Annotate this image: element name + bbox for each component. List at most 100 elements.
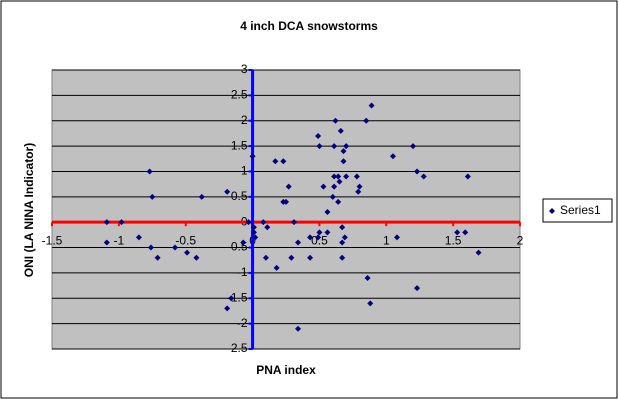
data-point xyxy=(343,143,350,150)
x-tick-label: 0.5 xyxy=(311,233,328,247)
data-point xyxy=(329,193,336,200)
data-point xyxy=(414,285,421,292)
data-point xyxy=(198,193,205,200)
data-point xyxy=(154,254,161,261)
data-point xyxy=(393,234,400,241)
data-point xyxy=(280,158,287,165)
y-tick-label: 0.5 xyxy=(231,189,248,203)
data-point xyxy=(118,219,125,226)
data-point xyxy=(103,239,110,246)
data-point xyxy=(331,173,338,180)
data-point xyxy=(368,102,375,109)
data-point xyxy=(283,198,289,205)
chart-title: 4 inch DCA snowstorms xyxy=(240,19,378,33)
data-point xyxy=(462,229,469,236)
y-tick-label: 1 xyxy=(241,164,248,178)
data-point xyxy=(272,158,279,165)
data-point xyxy=(339,254,346,261)
data-point xyxy=(475,249,482,256)
data-point xyxy=(454,229,461,236)
data-point xyxy=(389,153,396,160)
data-point xyxy=(146,168,153,175)
plot-area xyxy=(51,69,521,350)
data-point xyxy=(356,183,363,190)
data-point xyxy=(149,193,156,200)
data-point xyxy=(291,219,298,226)
data-point xyxy=(288,254,295,261)
data-point xyxy=(228,295,235,302)
data-point xyxy=(339,224,346,231)
y-tick-label: 3 xyxy=(241,62,248,76)
data-point xyxy=(324,209,331,216)
data-point xyxy=(364,274,371,281)
y-tick-label: 2 xyxy=(241,113,248,127)
data-point xyxy=(315,234,322,241)
data-point xyxy=(340,158,347,165)
data-point xyxy=(414,168,421,175)
data-point xyxy=(250,229,257,236)
data-point xyxy=(273,264,280,271)
data-point xyxy=(224,188,231,195)
data-point xyxy=(249,153,256,160)
x-tick-label: -1 xyxy=(114,233,125,247)
data-point xyxy=(250,224,257,231)
data-point xyxy=(172,244,179,251)
data-point xyxy=(420,173,427,180)
y-tick-label: 1.5 xyxy=(231,138,248,152)
data-point xyxy=(307,254,314,261)
x-tick-label: 1 xyxy=(383,233,390,247)
y-tick-label: -2.5 xyxy=(227,341,248,355)
data-point xyxy=(335,173,342,180)
data-point xyxy=(285,183,292,190)
data-point xyxy=(353,173,360,180)
data-point xyxy=(262,254,269,261)
data-point xyxy=(331,143,338,150)
data-point xyxy=(410,143,417,150)
data-point xyxy=(295,239,302,246)
data-point xyxy=(252,234,259,241)
legend-box xyxy=(542,198,613,223)
data-point xyxy=(224,305,231,312)
data-point xyxy=(335,198,342,205)
data-point xyxy=(184,249,191,256)
y-axis-label: ONI (LA NINA Indicator) xyxy=(22,143,36,277)
data-point xyxy=(320,183,327,190)
data-point xyxy=(315,132,322,139)
data-point xyxy=(355,188,362,195)
legend-label: Series1 xyxy=(560,203,601,217)
data-point xyxy=(240,239,247,246)
data-point xyxy=(193,254,200,261)
data-point xyxy=(147,244,154,251)
data-point xyxy=(245,219,252,226)
data-point xyxy=(336,178,343,185)
x-tick-label: -0.5 xyxy=(175,233,196,247)
data-point xyxy=(264,224,271,231)
data-point xyxy=(324,229,331,236)
legend-marker xyxy=(549,208,555,214)
data-point xyxy=(332,117,339,124)
data-point xyxy=(316,229,323,236)
y-tick-label: 2.5 xyxy=(231,88,248,102)
data-point xyxy=(331,183,338,190)
y-tick-label: -1 xyxy=(237,265,248,279)
x-tick-label: -1.5 xyxy=(42,233,63,247)
data-point xyxy=(363,117,370,124)
data-point xyxy=(340,148,347,155)
x-axis-label: PNA index xyxy=(256,363,316,377)
data-point xyxy=(343,173,350,180)
y-tick-label: -2 xyxy=(237,316,248,330)
data-point xyxy=(337,127,344,134)
data-point xyxy=(316,143,323,150)
data-point xyxy=(135,234,142,241)
data-point xyxy=(339,239,346,246)
data-point xyxy=(103,219,110,226)
data-point xyxy=(307,234,314,241)
data-point xyxy=(341,234,348,241)
data-point xyxy=(367,300,374,307)
x-tick-label: 1.5 xyxy=(445,233,462,247)
x-tick-label: 2 xyxy=(517,233,524,247)
y-tick-label: -1.5 xyxy=(227,290,248,304)
data-point xyxy=(295,325,302,332)
